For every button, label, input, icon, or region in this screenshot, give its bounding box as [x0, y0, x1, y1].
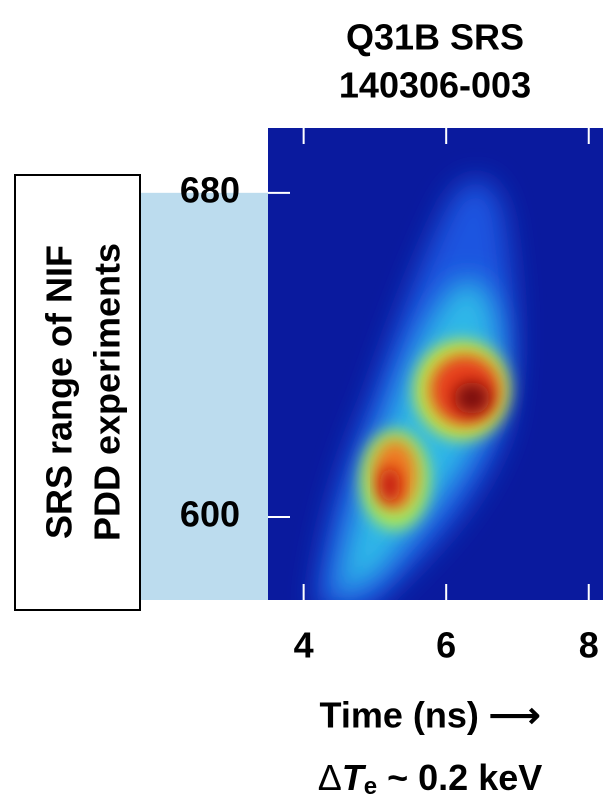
x-axis-label: Time (ns) ⟶: [320, 695, 541, 736]
heatmap: [315, 179, 515, 600]
heatmap-core: [380, 467, 400, 503]
chart-subtitle: 140306-003: [339, 65, 531, 106]
annotation: ΔTe ~ 0.2 keV: [318, 757, 543, 801]
band-label: PDD experiments: [87, 243, 128, 541]
band-label: SRS range of NIF: [39, 245, 80, 539]
y-tick-label: 680: [180, 169, 240, 210]
heatmap-core: [454, 382, 490, 414]
y-tick-label: 600: [180, 493, 240, 534]
chart-title: Q31B SRS: [346, 17, 524, 58]
annotation-part: e: [364, 773, 377, 800]
annotation-part: T: [342, 757, 367, 798]
x-tick-label: 6: [436, 625, 456, 666]
x-tick-label: 4: [294, 625, 314, 666]
annotation-part: Δ: [318, 757, 342, 798]
label-box: [14, 174, 141, 611]
annotation-part: ~ 0.2 keV: [377, 757, 542, 798]
x-tick-label: 8: [579, 625, 599, 666]
